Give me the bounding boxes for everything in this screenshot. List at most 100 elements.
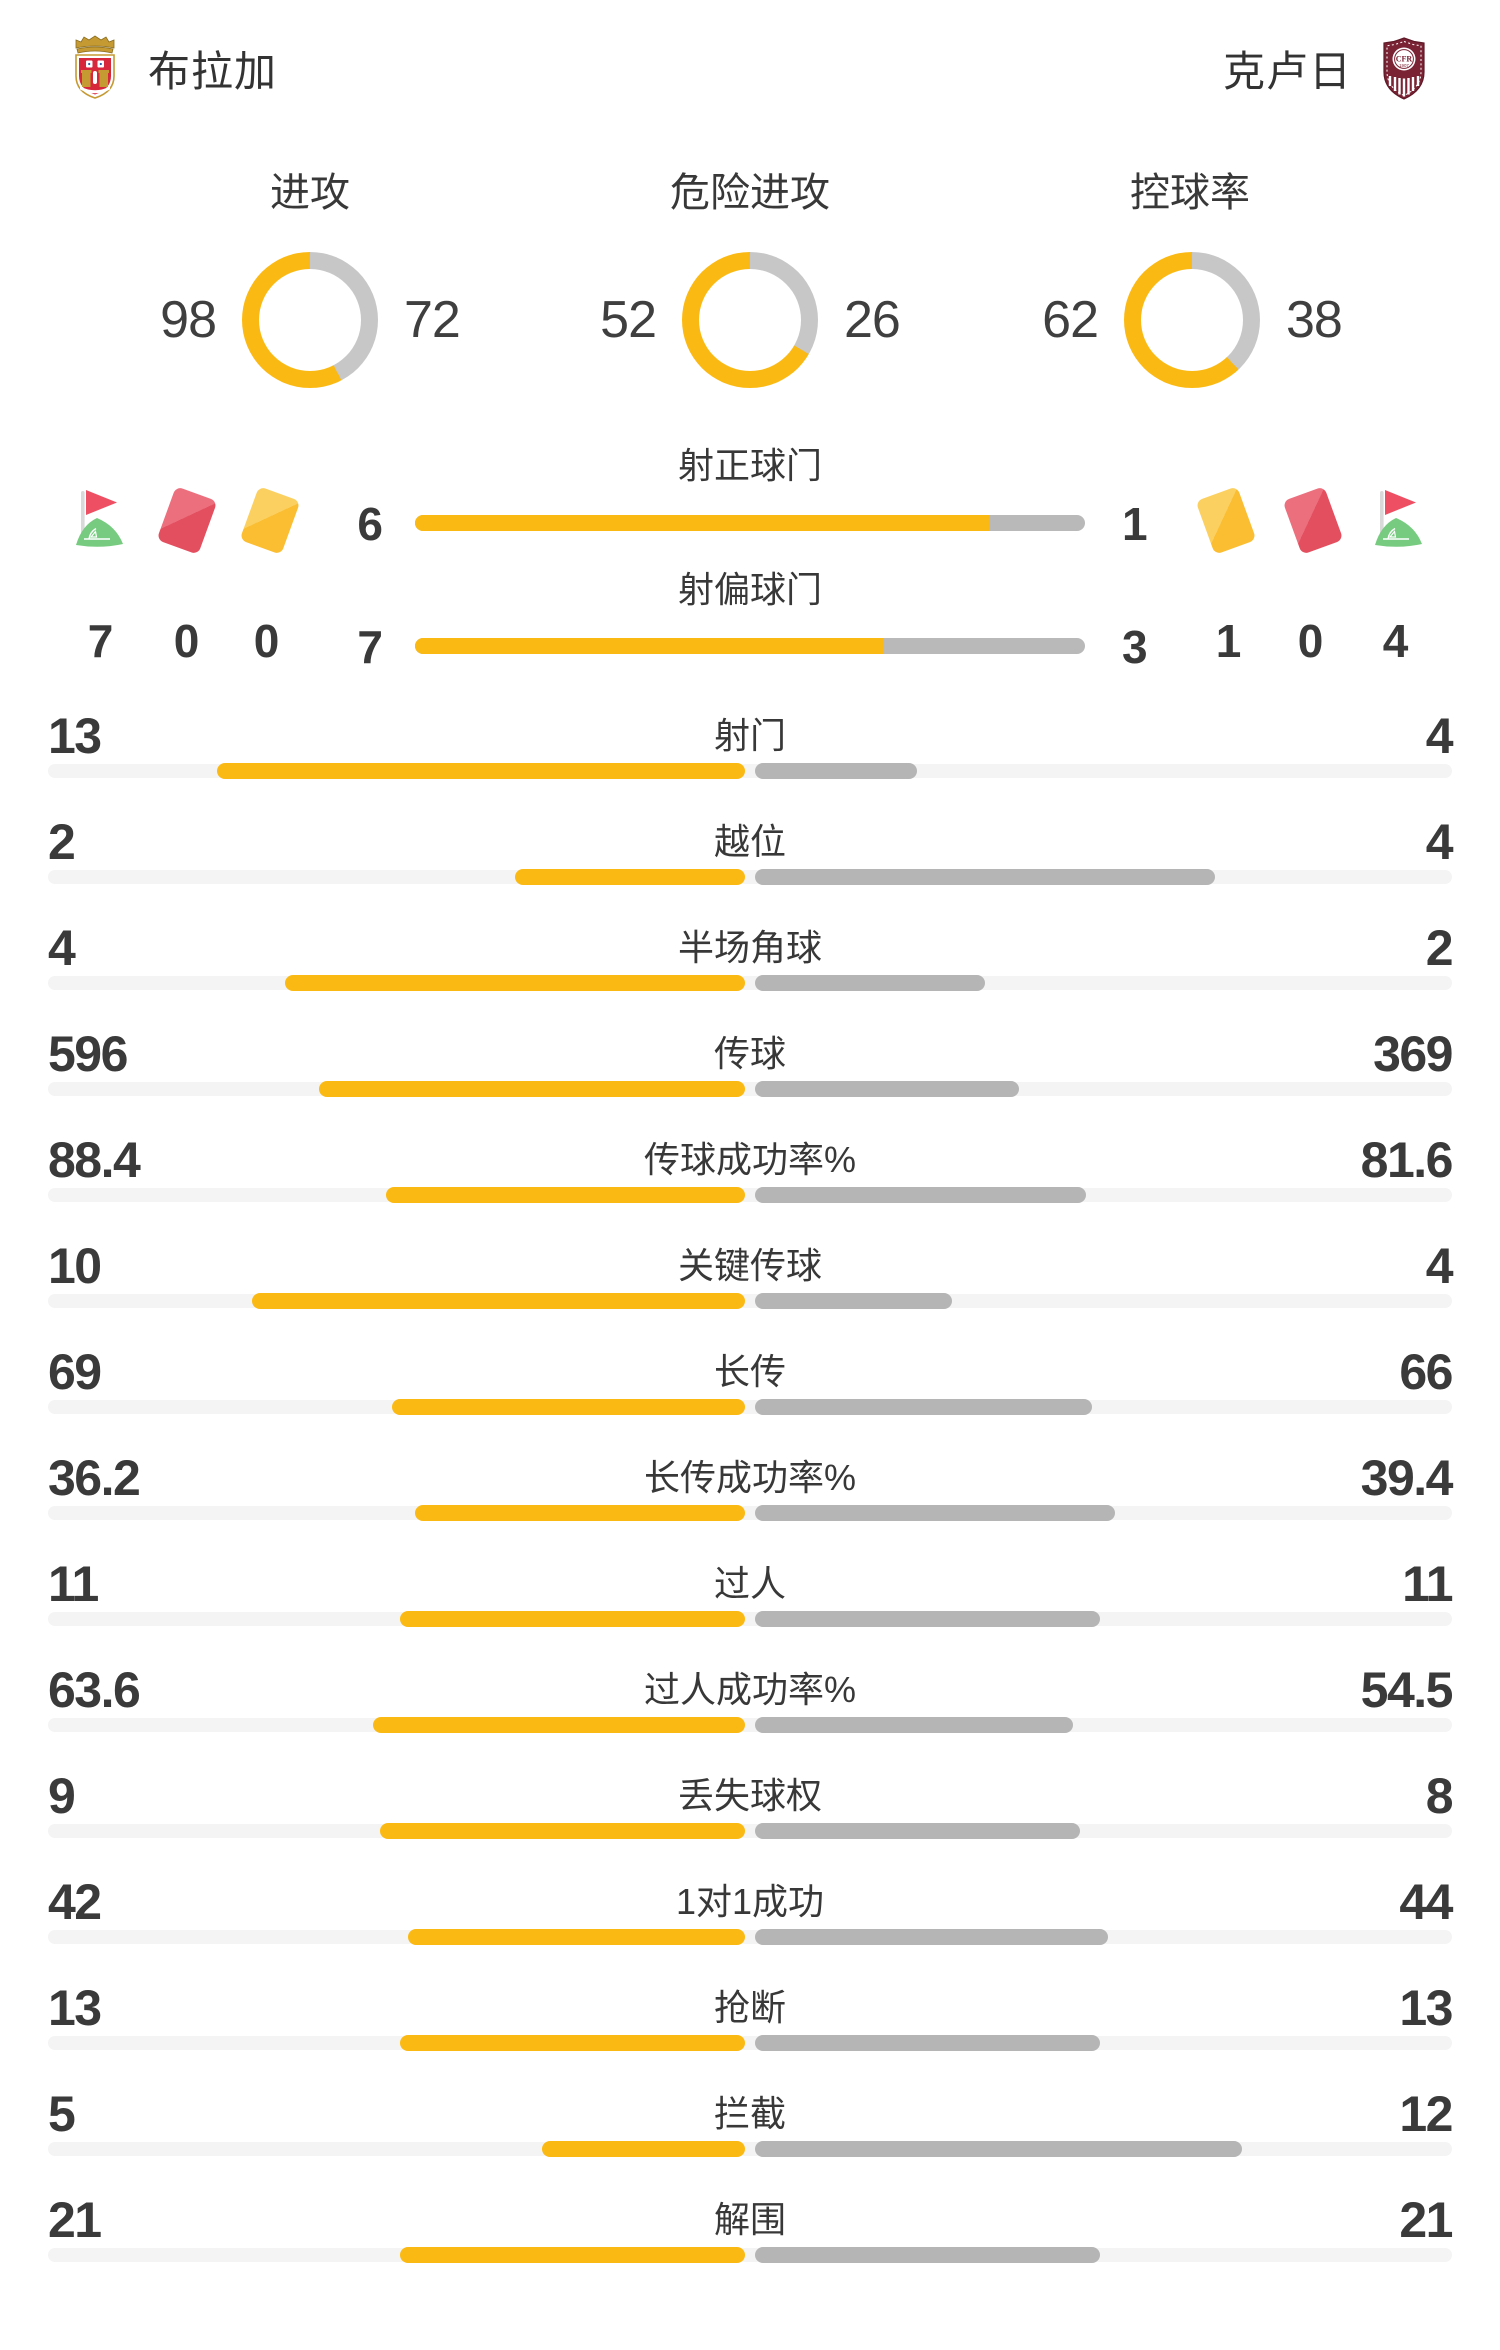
donut-home-value: 62 (1042, 291, 1099, 349)
corner-flag-icon (1375, 490, 1422, 547)
stat-home-value: 63.6 (48, 1662, 141, 1718)
shots-off-target-home-bar (415, 638, 884, 654)
home-team-logo (75, 35, 115, 99)
stat-bar-home (217, 763, 745, 779)
stat-row: 63.6 过人成功率% 54.5 (0, 1654, 1500, 1760)
stat-bar-home (318, 1081, 745, 1097)
stat-bar-away (755, 2141, 1243, 2157)
stat-row: 88.4 传球成功率% 81.6 (0, 1124, 1500, 1230)
stat-away-value: 369 (1373, 1026, 1453, 1082)
stat-away-value: 4 (1425, 814, 1454, 870)
stat-home-value: 11 (48, 1556, 99, 1612)
stat-bar-track (48, 1187, 1452, 1203)
stat-bar-home (373, 1717, 745, 1733)
away-red-cards-count: 0 (1297, 615, 1324, 667)
stat-label: 抢断 (713, 1987, 786, 2028)
stat-row: 13 抢断 13 (0, 1972, 1500, 2078)
stat-row: 4 半场角球 2 (0, 912, 1500, 1018)
donut-chart-dangerous-attacks (682, 252, 818, 388)
stat-bar-track (48, 2141, 1452, 2157)
stat-label: 长传成功率% (643, 1457, 856, 1498)
donut-home-value: 52 (600, 291, 657, 349)
stat-bar-away (755, 1293, 953, 1309)
stat-bar-home (252, 1293, 745, 1309)
stat-label: 1对1成功 (675, 1881, 825, 1922)
stat-bar-away (755, 2247, 1100, 2263)
stat-home-value: 596 (48, 1026, 128, 1082)
shots-on-target-bar (415, 515, 1085, 531)
stat-bar-home (542, 2141, 745, 2157)
stat-away-value: 2 (1425, 920, 1454, 976)
away-team-name: 克卢日 (1222, 47, 1352, 95)
stat-bar-home (400, 2035, 745, 2051)
stat-away-value: 4 (1425, 1238, 1454, 1294)
shots-on-target-home-bar (415, 515, 990, 531)
stat-bar-track (48, 1505, 1452, 1521)
stat-bar-home (392, 1399, 745, 1415)
stat-home-value: 9 (48, 1768, 76, 1824)
stat-away-value: 8 (1425, 1768, 1454, 1824)
stat-label: 传球成功率% (643, 1139, 856, 1180)
stat-bar-track (48, 1081, 1452, 1097)
donut-away-value: 26 (844, 291, 901, 349)
stat-label: 长传 (713, 1351, 786, 1392)
stat-row: 36.2 长传成功率% 39.4 (0, 1442, 1500, 1548)
stat-bar-track (48, 1823, 1452, 1839)
stat-bar-away (755, 975, 985, 991)
away-corners-count: 4 (1382, 615, 1409, 667)
home-team-header[interactable]: 布拉加 (66, 34, 277, 102)
stat-home-value: 13 (48, 708, 102, 764)
shots-on-target-home-value: 6 (357, 498, 383, 550)
stat-bar-home (400, 1611, 745, 1627)
home-yellow-cards-count: 0 (253, 615, 280, 667)
stat-bar-home (408, 1929, 745, 1945)
svg-text:1907: 1907 (1399, 63, 1409, 68)
stat-bar-home (285, 975, 745, 991)
stats-list: 13 射门 4 2 越位 4 4 半场角球 2 596 传球 369 88.4 传球成功率% 81.6 10 关… (0, 700, 1500, 2290)
shots-on-target-away-value: 1 (1122, 498, 1148, 550)
svg-text:CFR: CFR (1396, 55, 1413, 64)
donut-away-value: 72 (404, 291, 461, 349)
donut-title-dangerous-attacks: 危险进攻 (670, 171, 830, 215)
stat-home-value: 2 (48, 814, 76, 870)
stat-bar-track (48, 763, 1452, 779)
stat-label: 拦截 (713, 2093, 786, 2134)
donut-chart-attacks (242, 252, 378, 388)
stat-label: 丢失球权 (677, 1775, 822, 1816)
stat-label: 过人 (713, 1563, 786, 1604)
stat-bar-home (386, 1187, 745, 1203)
stat-bar-away (755, 1929, 1108, 1945)
stat-away-value: 81.6 (1360, 1132, 1454, 1188)
shots-off-target-bar (415, 638, 1085, 654)
stat-row: 10 关键传球 4 (0, 1230, 1500, 1336)
corner-flag-icon (76, 490, 123, 547)
stat-label: 半场角球 (677, 927, 822, 968)
stat-home-value: 10 (48, 1238, 102, 1294)
stat-bar-away (755, 1187, 1087, 1203)
stat-bar-away (755, 1081, 1019, 1097)
stat-bar-track (48, 1611, 1452, 1627)
away-team-header[interactable]: 克卢日 CFR 1907 (1223, 34, 1432, 102)
stat-home-value: 5 (48, 2086, 76, 2142)
stat-home-value: 69 (48, 1344, 102, 1400)
stat-away-value: 11 (1402, 1556, 1453, 1612)
shots-off-target-away-value: 3 (1122, 621, 1148, 673)
stat-row: 69 长传 66 (0, 1336, 1500, 1442)
stat-home-value: 21 (48, 2192, 102, 2248)
stat-row: 11 过人 11 (0, 1548, 1500, 1654)
stat-bar-track (48, 1929, 1452, 1945)
stat-bar-track (48, 2035, 1452, 2051)
away-team-logo: CFR 1907 (1383, 37, 1425, 100)
donut-title-attacks: 进攻 (270, 171, 350, 215)
shots-section: 7 0 0 1 0 4 射正球门 6 1 射偏球门 7 3 (0, 430, 1500, 700)
stat-label: 关键传球 (677, 1245, 822, 1286)
donut-chart-possession (1124, 252, 1260, 388)
shots-on-target-label: 射正球门 (677, 445, 822, 486)
stat-bar-away (755, 869, 1215, 885)
home-team-name: 布拉加 (148, 47, 278, 95)
stat-row: 9 丢失球权 8 (0, 1760, 1500, 1866)
stat-bar-away (755, 763, 918, 779)
stat-away-value: 44 (1399, 1874, 1453, 1930)
stat-label: 解围 (713, 2199, 786, 2240)
